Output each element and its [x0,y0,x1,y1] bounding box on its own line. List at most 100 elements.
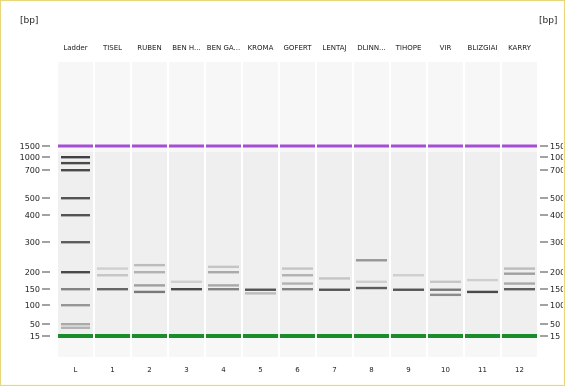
lane-name[interactable]: RUBEN [137,44,161,52]
sample-band [282,282,313,285]
ladder-band [61,169,90,172]
lane-number: 2 [147,366,151,374]
upper-marker-band [354,144,389,148]
lane-smear [58,152,93,337]
upper-marker-band [132,144,167,148]
lane-smear [465,152,500,337]
sample-band [319,277,350,280]
sample-band [282,288,313,291]
lane-number: 1 [110,366,114,374]
lane-L: Ladder L [58,44,93,374]
lane-smear [169,152,204,337]
sample-band [467,278,498,282]
ladder-band [61,323,90,326]
sample-band [356,280,387,284]
lane-name[interactable]: Ladder [63,44,87,52]
ladder-band [61,271,90,274]
lane-number: L [74,366,78,374]
upper-marker-band [280,144,315,148]
lane-name[interactable]: TIHOPE [395,44,422,52]
left-tick-label: 300 [25,238,40,247]
right-tick-label: 300 [550,238,563,247]
lane-10: VIR 10 [428,44,463,374]
lane-smear [391,152,426,337]
lane-name[interactable]: DLINN... [357,44,386,52]
sample-band [97,267,128,270]
sample-band [430,280,461,284]
sample-band [97,288,128,291]
sample-band [504,272,535,275]
sample-band [134,271,165,274]
ladder-band [61,156,90,159]
upper-marker-band [428,144,463,148]
lane-9: TIHOPE 9 [391,44,426,374]
sample-band [430,288,461,291]
sample-band [171,288,202,291]
sample-band [134,290,165,294]
sample-band [504,288,535,291]
lane-name[interactable]: BEN GA... [207,44,240,52]
lane-name[interactable]: GOFERT [283,44,312,52]
lane-name[interactable]: BEN H... [172,44,201,52]
lane-number: 6 [295,366,300,374]
left-tick-label: 200 [25,268,40,277]
sample-band [356,259,387,262]
lane-2: RUBEN 2 [132,44,167,374]
lane-name[interactable]: KARRY [508,44,532,52]
sample-band [282,267,313,270]
right-tick-label: 200 [550,268,563,277]
left-tick-label: 700 [25,166,40,175]
lane-11: BLIZGIAI 11 [465,44,500,374]
left-tick-label: 1000 [20,153,40,162]
lower-marker-band [206,334,241,338]
lane-smear [206,152,241,337]
lane-number: 5 [258,366,262,374]
right-unit-label: [bp] [539,16,557,26]
lane-name[interactable]: BLIZGIAI [468,44,498,52]
left-tick-label: 15 [30,332,40,341]
right-tick-label: 1000 [550,153,563,162]
lane-name[interactable]: LENTAJ [322,44,346,52]
lower-marker-band [132,334,167,338]
lower-marker-band [465,334,500,338]
lane-name[interactable]: VIR [440,44,452,52]
sample-band [430,293,461,297]
sample-band [356,286,387,290]
ladder-band [61,241,90,244]
sample-band [208,288,239,291]
sample-band [208,284,239,287]
sample-band [504,282,535,285]
lane-smear [280,152,315,337]
lower-marker-band [391,334,426,338]
lower-marker-band [354,334,389,338]
left-bp-axis: 1500 1000 700 500 400 300 200 150 100 50 15 [20,142,50,341]
upper-marker-band [243,144,278,148]
sample-band [134,284,165,287]
ladder-band [61,161,90,165]
lane-4: BEN GA... 4 [206,44,241,374]
lane-number: 3 [184,366,188,374]
upper-marker-band [206,144,241,148]
right-tick-label: 15 [550,332,560,341]
lane-number: 7 [332,366,336,374]
right-tick-label: 50 [550,320,560,329]
lane-smear [354,152,389,337]
right-tick-label: 400 [550,211,563,220]
lane-name[interactable]: KROMA [248,44,274,52]
lane-8: DLINN... 8 [354,44,389,374]
lane-number: 12 [515,366,524,374]
sample-band [97,274,128,277]
ladder-band [61,214,90,217]
lane-name[interactable]: TISEL [102,44,122,52]
left-tick-label: 150 [25,285,40,294]
lane-number: 10 [441,366,450,374]
upper-marker-band [317,144,352,148]
right-tick-label: 700 [550,166,563,175]
sample-band [208,271,239,274]
left-tick-label: 1500 [20,142,40,151]
lane-number: 8 [369,366,373,374]
ladder-band [61,288,90,291]
